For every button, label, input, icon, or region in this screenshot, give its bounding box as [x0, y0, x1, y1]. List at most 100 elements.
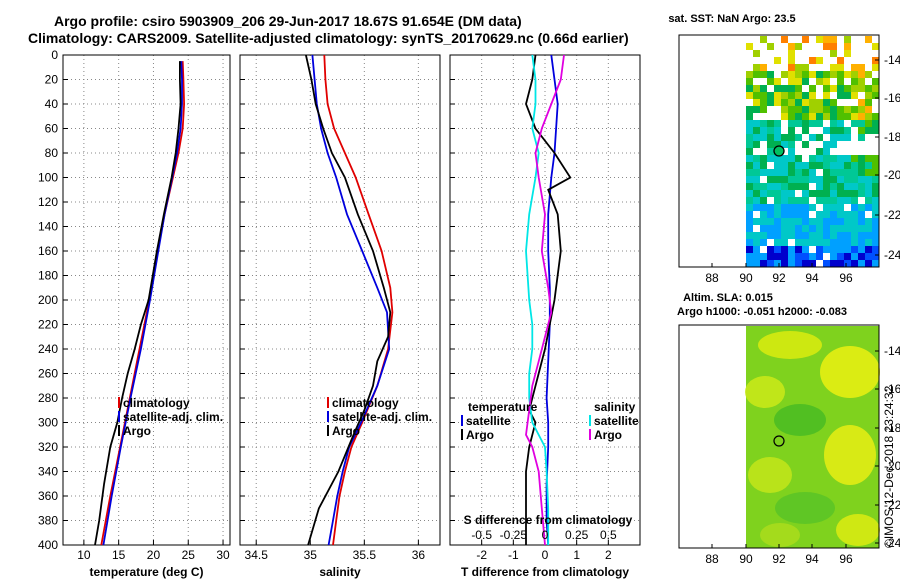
sst-cell [872, 162, 879, 169]
sst-cell [823, 225, 830, 232]
legend-header-salinity: salinity [594, 400, 636, 414]
series-line-temperature-satellite [545, 54, 559, 546]
sst-cell [774, 57, 781, 64]
sst-cell [816, 162, 823, 169]
sst-cell [795, 225, 802, 232]
imos-timestamp: ©IMOS 12-Dec-2018 23:24:32 [882, 385, 896, 548]
sst-cell [753, 162, 760, 169]
sst-cell [774, 218, 781, 225]
sst-cell [788, 176, 795, 183]
sst-cell [774, 85, 781, 92]
sst-cell [809, 113, 816, 120]
sst-cell [781, 176, 788, 183]
series-line-argo [94, 61, 182, 546]
sst-cell [781, 232, 788, 239]
sst-cell [767, 176, 774, 183]
sst-cell [774, 183, 781, 190]
sst-cell [858, 253, 865, 260]
sst-cell [788, 197, 795, 204]
y-tick-label: 280 [38, 391, 58, 405]
sst-cell [816, 239, 823, 246]
sst-cell [837, 246, 844, 253]
sst-cell [809, 85, 816, 92]
sst-cell [809, 176, 816, 183]
sst-cell [851, 92, 858, 99]
sst-cell [858, 169, 865, 176]
sst-cell [781, 225, 788, 232]
sst-cell [781, 71, 788, 78]
sst-cell [858, 120, 865, 127]
sst-cell [781, 204, 788, 211]
sst-cell [760, 260, 767, 267]
sst-cell [774, 78, 781, 85]
sst-cell [753, 246, 760, 253]
series-line-climatology [323, 54, 394, 546]
sst-cell [802, 127, 809, 134]
sst-cell [823, 204, 830, 211]
sst-cell [788, 43, 795, 50]
sst-cell [774, 120, 781, 127]
plot-frame [62, 54, 231, 546]
sst-cell [753, 204, 760, 211]
sst-cell [823, 218, 830, 225]
sst-cell [830, 155, 837, 162]
sst-cell [788, 141, 795, 148]
x-axis-label: T difference from climatology [461, 565, 629, 579]
sst-cell [802, 239, 809, 246]
sst-cell [872, 43, 879, 50]
sst-cell [753, 197, 760, 204]
sst-cell [760, 225, 767, 232]
sst-cell [837, 106, 844, 113]
sst-cell [746, 71, 753, 78]
map-lat-label: -14 [884, 53, 900, 67]
sst-cell [830, 141, 837, 148]
sst-cell [767, 246, 774, 253]
sst-cell [816, 36, 823, 43]
sst-cell [795, 162, 802, 169]
sst-cell [760, 253, 767, 260]
salinity-panel: 34.5 35 35.5 36 salinity climatologysatellite… [239, 54, 441, 579]
x2-tick-label: -0.5 [471, 528, 492, 542]
sst-cell [788, 155, 795, 162]
sst-cell [837, 134, 844, 141]
sst-cell [788, 113, 795, 120]
map-lat-label: -18 [884, 130, 900, 144]
sst-cell [844, 162, 851, 169]
sst-cell [872, 218, 879, 225]
x-tick-label: 35 [304, 548, 318, 562]
legend-label: climatology [332, 396, 399, 410]
sst-cell [767, 155, 774, 162]
sst-cell [781, 211, 788, 218]
sst-cell [767, 204, 774, 211]
sst-map-title: sat. SST: NaN Argo: 23.5 [668, 13, 795, 25]
sst-cell [851, 260, 858, 267]
sst-cell [872, 64, 879, 71]
sst-cell [753, 155, 760, 162]
map-lon-label: 94 [805, 552, 819, 566]
sst-cell [830, 190, 837, 197]
map-lat-label: -16 [884, 91, 900, 105]
x-tick-label: 36 [412, 548, 426, 562]
sst-cell [802, 183, 809, 190]
sst-cell [760, 218, 767, 225]
sst-cell [788, 190, 795, 197]
sst-cell [781, 162, 788, 169]
sst-cell [795, 246, 802, 253]
sst-cell [788, 50, 795, 57]
sst-cell [823, 190, 830, 197]
sst-cell [746, 260, 753, 267]
sst-cell [760, 99, 767, 106]
sst-cell [830, 218, 837, 225]
sst-cell [767, 183, 774, 190]
sst-cell [837, 176, 844, 183]
series-line-temperature-argo [525, 54, 572, 545]
sst-cell [788, 92, 795, 99]
sst-cell [802, 190, 809, 197]
sst-cell [872, 85, 879, 92]
sst-cell [746, 43, 753, 50]
sst-cell [865, 204, 872, 211]
legend-header-temperature: temperature [468, 400, 538, 414]
sst-cell [872, 113, 879, 120]
sst-cell [858, 232, 865, 239]
